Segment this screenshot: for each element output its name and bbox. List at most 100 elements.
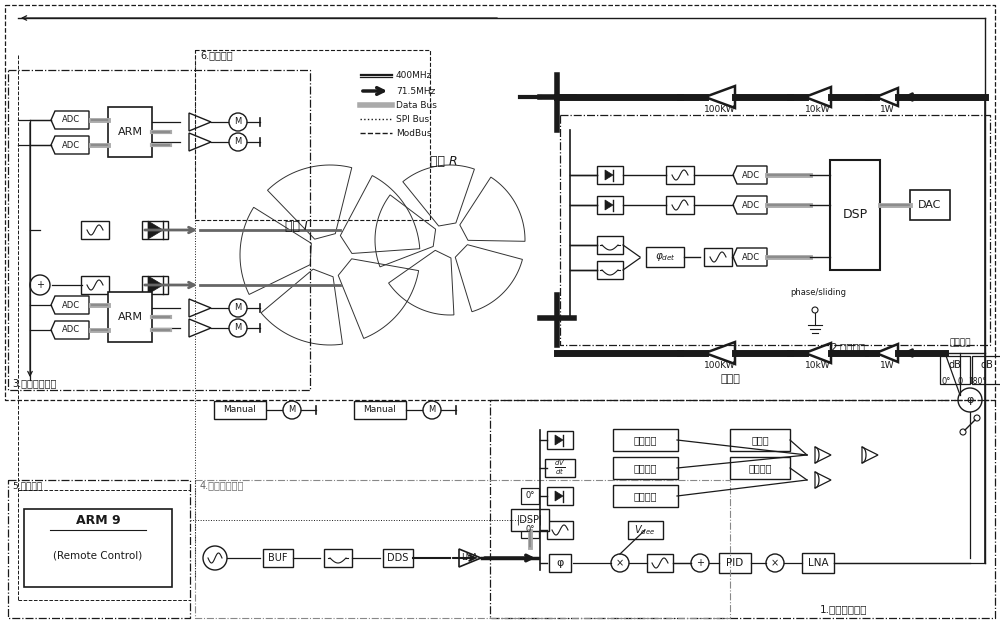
Text: 移相功分: 移相功分 xyxy=(949,338,971,347)
FancyBboxPatch shape xyxy=(354,401,406,419)
Text: |DSP|: |DSP| xyxy=(517,515,543,525)
Text: 2.调谐环路: 2.调谐环路 xyxy=(830,342,865,352)
Text: SPI Bus: SPI Bus xyxy=(396,114,429,124)
Text: M: M xyxy=(234,303,242,313)
FancyBboxPatch shape xyxy=(628,521,662,539)
Circle shape xyxy=(283,401,301,419)
Circle shape xyxy=(611,554,629,572)
Text: PID: PID xyxy=(726,558,744,568)
Circle shape xyxy=(958,388,982,412)
Text: 100KW: 100KW xyxy=(704,361,736,370)
FancyBboxPatch shape xyxy=(108,292,152,342)
Text: LNA: LNA xyxy=(462,553,478,563)
Text: ADC: ADC xyxy=(62,116,80,124)
FancyBboxPatch shape xyxy=(383,549,413,567)
Text: $\frac{dV}{dt}$: $\frac{dV}{dt}$ xyxy=(554,459,566,477)
FancyBboxPatch shape xyxy=(940,356,970,384)
Polygon shape xyxy=(555,491,563,501)
Text: ADC: ADC xyxy=(62,141,80,149)
Text: 联锁保护: 联锁保护 xyxy=(748,463,772,473)
Text: 操作员: 操作员 xyxy=(751,435,769,445)
Text: 400MHz: 400MHz xyxy=(396,70,432,80)
FancyBboxPatch shape xyxy=(612,485,678,507)
FancyBboxPatch shape xyxy=(666,196,694,214)
Polygon shape xyxy=(555,435,563,445)
Text: M: M xyxy=(288,406,296,414)
FancyBboxPatch shape xyxy=(597,196,623,214)
Polygon shape xyxy=(605,200,613,210)
Circle shape xyxy=(691,554,709,572)
Text: 0°: 0° xyxy=(525,492,535,501)
Text: (Remote Control): (Remote Control) xyxy=(53,550,143,560)
Text: ARM: ARM xyxy=(118,312,143,322)
Text: +: + xyxy=(696,558,704,568)
Circle shape xyxy=(229,113,247,131)
FancyBboxPatch shape xyxy=(545,459,575,477)
Text: DAC: DAC xyxy=(918,200,942,210)
Text: 启动逻辑: 启动逻辑 xyxy=(633,491,657,501)
FancyBboxPatch shape xyxy=(597,236,623,254)
FancyBboxPatch shape xyxy=(521,522,539,538)
Circle shape xyxy=(766,554,784,572)
Text: ARM: ARM xyxy=(118,127,143,137)
FancyBboxPatch shape xyxy=(704,248,732,266)
Circle shape xyxy=(423,401,441,419)
FancyBboxPatch shape xyxy=(547,431,573,449)
FancyBboxPatch shape xyxy=(910,190,950,220)
Circle shape xyxy=(203,546,227,570)
Text: 6.微调电容: 6.微调电容 xyxy=(200,50,233,60)
FancyBboxPatch shape xyxy=(647,554,673,572)
Text: ×: × xyxy=(616,558,624,568)
Text: $\varphi_{det}$: $\varphi_{det}$ xyxy=(655,251,675,263)
FancyBboxPatch shape xyxy=(830,160,880,270)
FancyBboxPatch shape xyxy=(81,276,109,294)
Text: ADC: ADC xyxy=(742,252,760,261)
FancyBboxPatch shape xyxy=(511,509,549,531)
FancyBboxPatch shape xyxy=(730,457,790,479)
Text: ×: × xyxy=(771,558,779,568)
FancyBboxPatch shape xyxy=(612,429,678,451)
Text: M: M xyxy=(234,138,242,146)
Circle shape xyxy=(229,299,247,317)
Text: ADC: ADC xyxy=(742,170,760,180)
Circle shape xyxy=(30,275,50,295)
Text: 0: 0 xyxy=(957,377,963,386)
Text: φ: φ xyxy=(556,558,564,568)
FancyBboxPatch shape xyxy=(719,553,751,573)
Circle shape xyxy=(229,319,247,337)
FancyBboxPatch shape xyxy=(81,221,109,239)
Text: 71.5MHz: 71.5MHz xyxy=(396,87,435,95)
Text: $V_{dee}$: $V_{dee}$ xyxy=(634,523,656,537)
FancyBboxPatch shape xyxy=(263,549,293,567)
FancyBboxPatch shape xyxy=(108,107,152,157)
FancyBboxPatch shape xyxy=(666,166,694,184)
Text: 4.信号控制电路: 4.信号控制电路 xyxy=(200,480,244,490)
Text: 1.幅度控制环路: 1.幅度控制环路 xyxy=(820,604,868,614)
Text: M: M xyxy=(234,117,242,126)
FancyBboxPatch shape xyxy=(646,247,684,267)
Text: +: + xyxy=(36,280,44,290)
Text: 100KW: 100KW xyxy=(704,105,736,114)
Text: 3.电压平衡环路: 3.电压平衡环路 xyxy=(12,378,56,388)
Text: Manual: Manual xyxy=(224,406,256,414)
Text: phase/sliding: phase/sliding xyxy=(790,288,846,297)
Text: dB: dB xyxy=(949,360,961,370)
Text: BUF: BUF xyxy=(268,553,288,563)
Circle shape xyxy=(960,429,966,435)
FancyBboxPatch shape xyxy=(142,221,168,239)
FancyBboxPatch shape xyxy=(549,554,571,572)
Polygon shape xyxy=(148,276,163,294)
FancyBboxPatch shape xyxy=(521,488,539,504)
FancyBboxPatch shape xyxy=(597,166,623,184)
Text: 5.远程控制: 5.远程控制 xyxy=(12,481,42,490)
FancyBboxPatch shape xyxy=(972,356,1000,384)
Text: 腔体 R: 腔体 R xyxy=(430,155,458,168)
FancyBboxPatch shape xyxy=(547,521,573,539)
FancyBboxPatch shape xyxy=(324,549,352,567)
Text: dB: dB xyxy=(981,360,993,370)
Polygon shape xyxy=(605,170,613,180)
Text: Manual: Manual xyxy=(364,406,396,414)
Text: DDS: DDS xyxy=(387,553,409,563)
FancyBboxPatch shape xyxy=(214,401,266,419)
Text: 180°: 180° xyxy=(968,377,986,386)
